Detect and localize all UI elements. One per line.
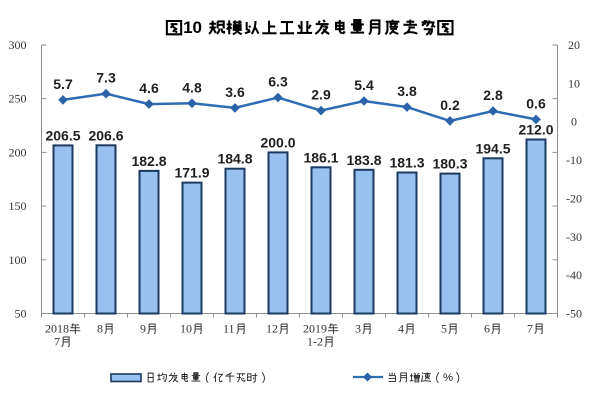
- svg-text:194.5: 194.5: [475, 140, 510, 156]
- svg-text:5: 5: [441, 322, 447, 336]
- svg-text:10: 10: [568, 76, 580, 90]
- svg-text:206.5: 206.5: [45, 127, 80, 143]
- svg-text:186.1: 186.1: [303, 149, 338, 165]
- svg-text:12: 12: [266, 322, 278, 336]
- svg-text:10: 10: [183, 18, 202, 37]
- svg-text:6.3: 6.3: [268, 74, 288, 90]
- svg-text:0.6: 0.6: [526, 95, 546, 111]
- svg-text:7.3: 7.3: [96, 70, 116, 86]
- svg-text:1-2: 1-2: [307, 335, 323, 349]
- svg-text:7: 7: [54, 335, 60, 349]
- svg-text:8: 8: [97, 322, 103, 336]
- svg-text:183.8: 183.8: [346, 152, 381, 168]
- svg-text:100: 100: [9, 253, 27, 267]
- svg-text:182.8: 182.8: [131, 153, 166, 169]
- svg-text:2.8: 2.8: [483, 87, 503, 103]
- svg-text:4.8: 4.8: [182, 79, 202, 95]
- svg-text:184.8: 184.8: [217, 151, 252, 167]
- svg-text:3.6: 3.6: [225, 84, 245, 100]
- svg-text:3.8: 3.8: [397, 83, 417, 99]
- svg-text:206.6: 206.6: [88, 127, 123, 143]
- svg-text:0.2: 0.2: [440, 97, 460, 113]
- svg-text:150: 150: [9, 199, 27, 213]
- svg-text:300: 300: [9, 38, 27, 52]
- svg-text:-50: -50: [566, 307, 582, 321]
- svg-text:0: 0: [571, 115, 577, 129]
- svg-text:20: 20: [568, 38, 580, 52]
- svg-text:2019: 2019: [303, 322, 327, 336]
- svg-text:2.9: 2.9: [311, 87, 331, 103]
- svg-text:7: 7: [527, 322, 533, 336]
- svg-text:10: 10: [180, 322, 192, 336]
- svg-text:4.6: 4.6: [139, 80, 159, 96]
- svg-text:-20: -20: [566, 191, 582, 205]
- svg-text:%: %: [443, 372, 453, 384]
- svg-text:171.9: 171.9: [174, 165, 209, 181]
- svg-text:181.3: 181.3: [389, 155, 424, 171]
- svg-text:6: 6: [484, 322, 490, 336]
- svg-text:-10: -10: [566, 153, 582, 167]
- svg-text:180.3: 180.3: [432, 156, 467, 172]
- svg-text:4: 4: [398, 322, 404, 336]
- svg-text:11: 11: [223, 322, 235, 336]
- svg-text:250: 250: [9, 92, 27, 106]
- svg-text:3: 3: [355, 322, 361, 336]
- svg-text:50: 50: [15, 307, 27, 321]
- svg-text:2018: 2018: [45, 322, 69, 336]
- svg-text:5.4: 5.4: [354, 77, 374, 93]
- svg-text:200.0: 200.0: [260, 134, 295, 150]
- svg-text:5.7: 5.7: [53, 76, 73, 92]
- svg-text:-40: -40: [566, 268, 582, 282]
- svg-text:212.0: 212.0: [518, 122, 553, 138]
- svg-text:9: 9: [140, 322, 146, 336]
- svg-text:-30: -30: [566, 230, 582, 244]
- svg-text:200: 200: [9, 145, 27, 159]
